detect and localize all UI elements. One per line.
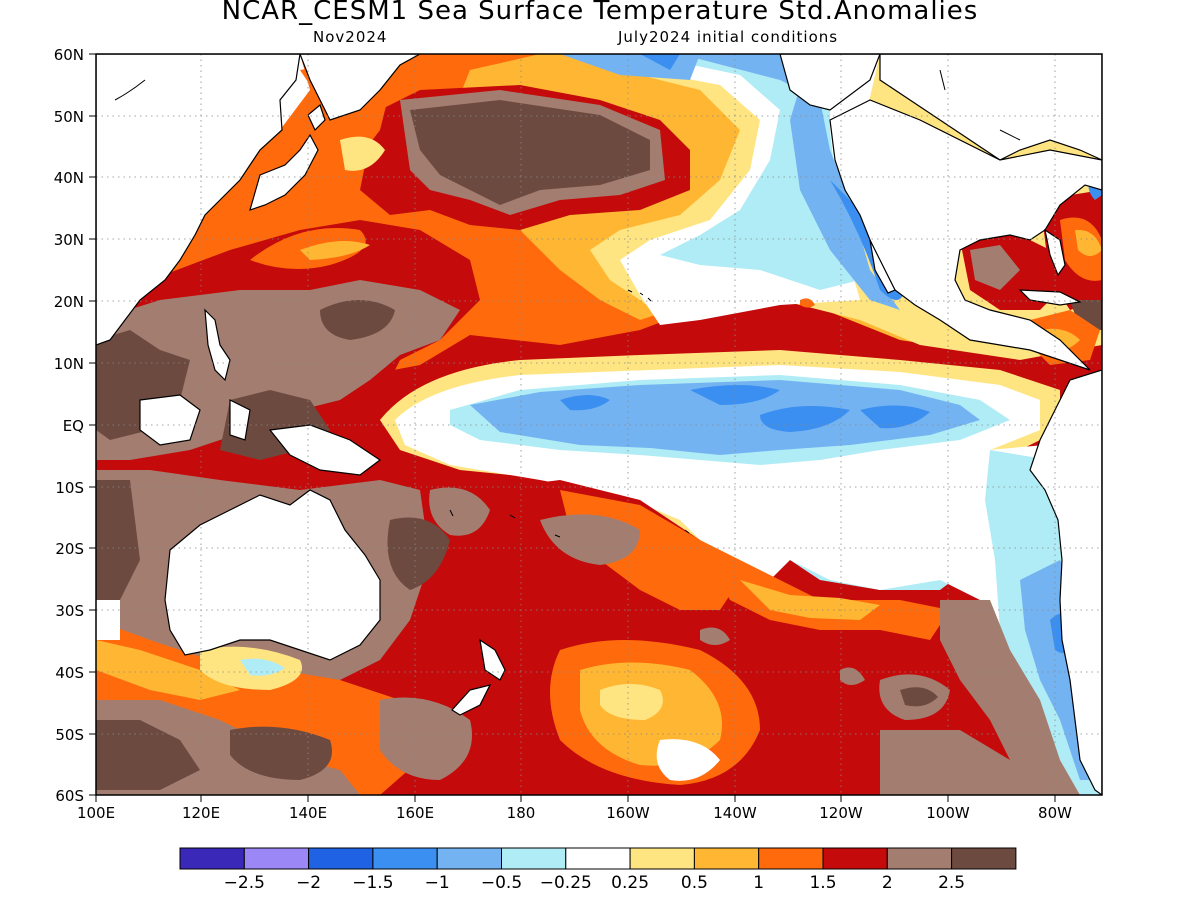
colorbar-swatch [886, 847, 953, 870]
coastlines [96, 54, 1102, 795]
lat-label: 50S [55, 726, 84, 744]
lon-label: 120W [819, 804, 863, 822]
tick-marks [89, 53, 1056, 802]
lat-label: 40N [54, 169, 84, 187]
colorbar-swatch [758, 847, 824, 870]
colorbar-label: −1 [425, 873, 450, 893]
lon-label: 80W [1038, 804, 1072, 822]
colorbar-label: −0.25 [540, 873, 592, 893]
map-title: NCAR_CESM1 Sea Surface Temperature Std.A… [221, 0, 979, 26]
lat-label: 10N [54, 355, 84, 373]
lat-label: 10S [55, 479, 84, 497]
colorbar-swatch [501, 847, 567, 870]
lon-label: 160E [396, 804, 434, 822]
lat-label: 40S [55, 664, 84, 682]
lat-label: 20S [55, 540, 84, 558]
lat-label: 20N [54, 293, 84, 311]
lat-label: 50N [54, 108, 84, 126]
colorbar-swatch [243, 847, 310, 870]
colorbar-label: −2.5 [224, 873, 265, 893]
colorbar-label: 0.5 [681, 873, 708, 893]
forecast-month: Nov2024 [313, 28, 388, 46]
lat-label: 60N [54, 46, 84, 64]
colorbar-swatch [629, 847, 695, 870]
lon-label: 120E [182, 804, 220, 822]
lon-label: 180 [507, 804, 536, 822]
lon-label: 140W [713, 804, 757, 822]
lat-label: 30S [55, 602, 84, 620]
lon-label: 140E [289, 804, 327, 822]
initial-conditions: July2024 initial conditions [618, 28, 839, 46]
colorbar-swatch [372, 847, 438, 870]
colorbar-label: −0.5 [481, 873, 522, 893]
colorbar-swatch [822, 847, 888, 870]
colorbar-label: 0.25 [611, 873, 649, 893]
colorbar-label: 1.5 [809, 873, 836, 893]
lon-label: 160W [606, 804, 650, 822]
lon-label: 100E [77, 804, 115, 822]
colorbar: −2.5 −2 −1.5 −1 −0.5 −0.25 0.25 0.5 1 1.5 2 2.5 [179, 847, 1017, 893]
colorbar-label: 2.5 [938, 873, 965, 893]
lon-label: 100W [926, 804, 970, 822]
lat-label: EQ [63, 417, 84, 435]
latitude-labels: 60N 50N 40N 30N 20N 10N EQ 10S 20S 30S 4… [54, 46, 84, 805]
colorbar-swatch [565, 847, 631, 870]
colorbar-swatch [308, 847, 374, 870]
colorbar-swatch [179, 847, 245, 870]
colorbar-label: −1.5 [352, 873, 393, 893]
colorbar-label: 1 [753, 873, 764, 893]
lat-label: 60S [55, 787, 84, 805]
colorbar-label: 2 [882, 873, 893, 893]
longitude-labels: 100E 120E 140E 160E 180 160W 140W 120W 1… [77, 804, 1072, 822]
islands [114, 69, 1021, 538]
colorbar-swatch [693, 847, 760, 870]
colorbar-swatch [436, 847, 503, 870]
colorbar-label: −2 [296, 873, 321, 893]
colorbar-swatch [951, 847, 1017, 870]
lat-label: 30N [54, 231, 84, 249]
